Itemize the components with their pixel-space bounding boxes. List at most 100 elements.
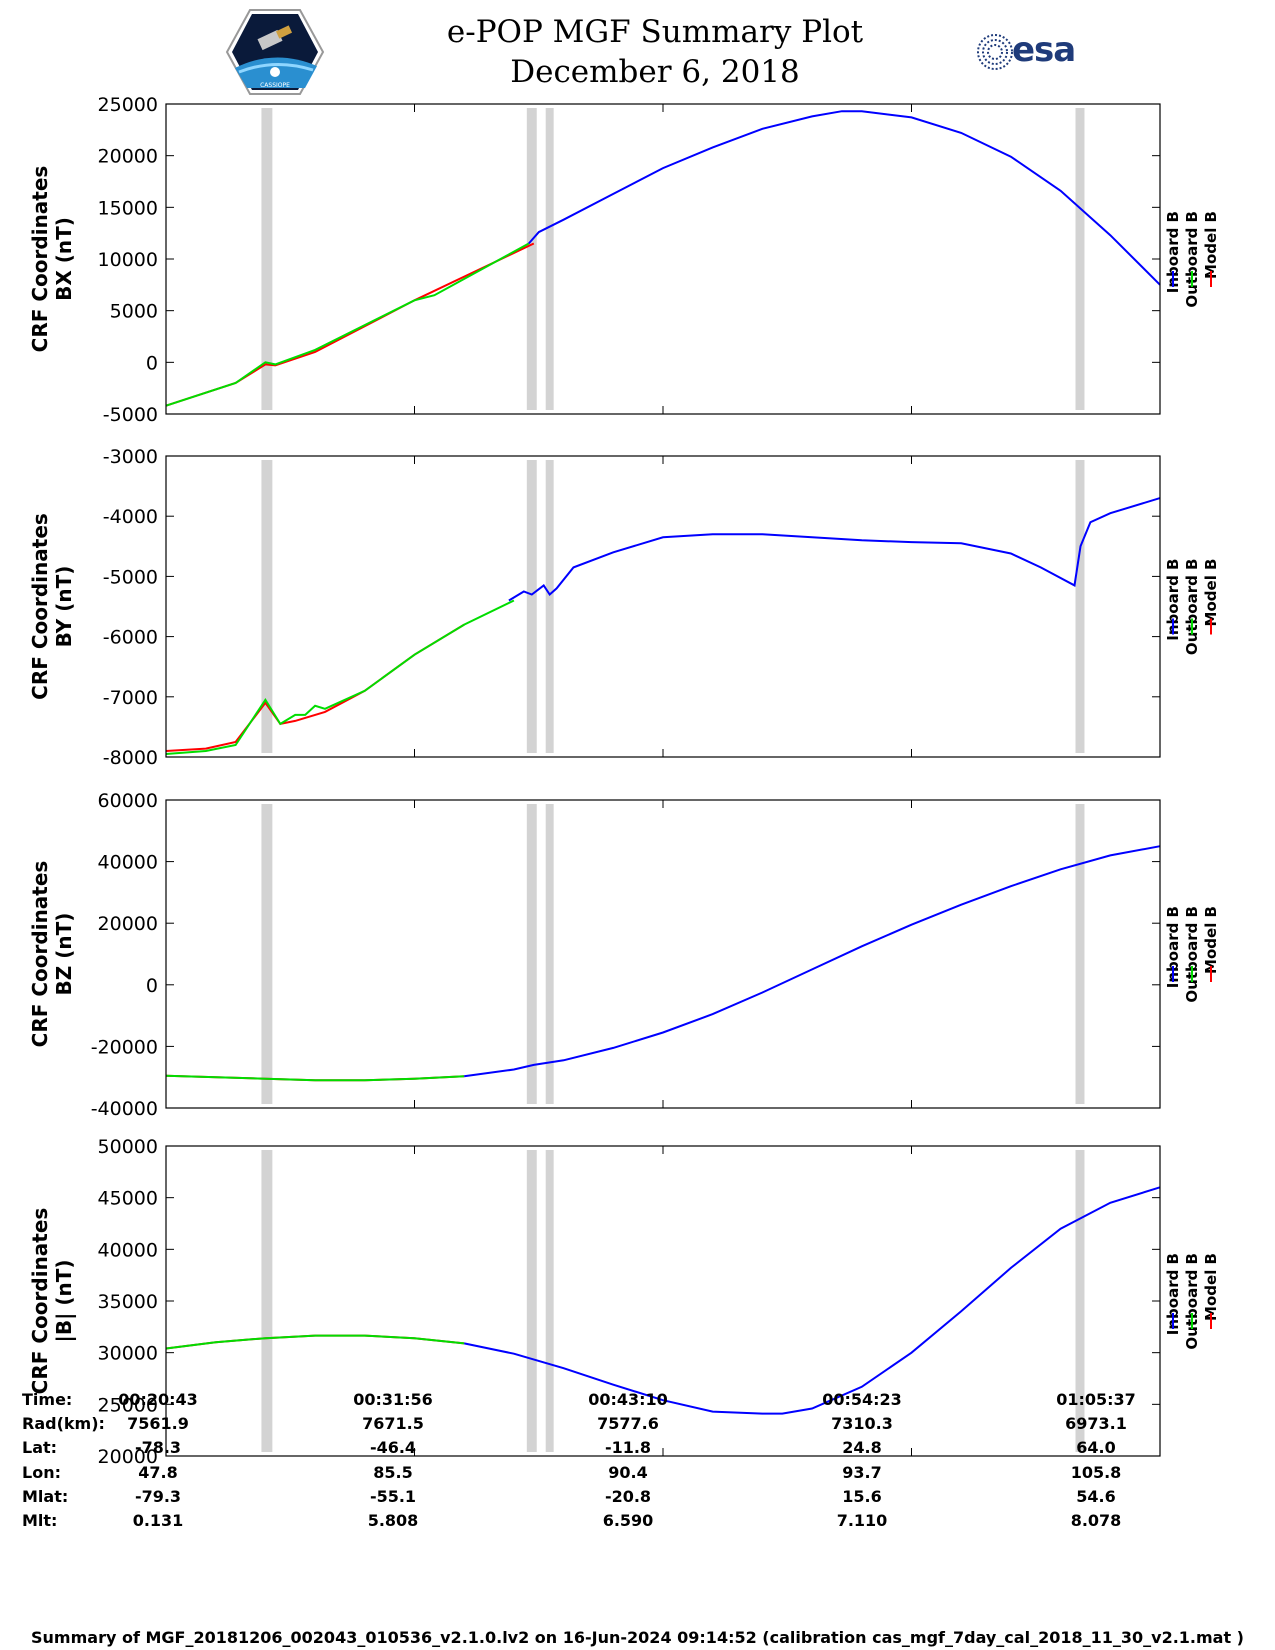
data-gap-band bbox=[545, 460, 554, 753]
info-lon: 47.8 bbox=[138, 1463, 178, 1482]
y-tick-label: 10000 bbox=[98, 249, 158, 271]
info-mlat: 15.6 bbox=[842, 1487, 882, 1506]
series-line-inboard-b bbox=[528, 110, 1161, 286]
y-axis-label: CRF Coordinates bbox=[28, 1208, 52, 1395]
y-tick-label: 0 bbox=[146, 352, 158, 374]
info-rad: 6973.1 bbox=[1065, 1414, 1127, 1433]
info-time: 01:05:37 bbox=[1056, 1390, 1136, 1409]
plot-date: December 6, 2018 bbox=[510, 54, 800, 90]
info-lat: 64.0 bbox=[1076, 1438, 1116, 1457]
series-line-model-b bbox=[165, 242, 535, 407]
plot-frame bbox=[165, 1145, 1161, 1457]
y-tick-label: -6000 bbox=[103, 627, 158, 649]
y-tick-label: 25000 bbox=[98, 94, 158, 116]
info-time: 00:31:56 bbox=[353, 1390, 433, 1409]
y-axis-label: BY (nT) bbox=[52, 566, 76, 648]
y-tick-label: -3000 bbox=[103, 446, 158, 468]
info-time: 00:20:43 bbox=[118, 1390, 198, 1409]
y-tick-label: -5000 bbox=[103, 404, 158, 426]
info-lon: 85.5 bbox=[373, 1463, 413, 1482]
legend-label-outboard: Outboard B bbox=[1183, 211, 1201, 308]
data-gap-band bbox=[261, 460, 273, 753]
y-axis-label: CRF Coordinates bbox=[28, 513, 52, 700]
legend-label-model: Model B bbox=[1202, 1253, 1220, 1321]
info-label-lon: Lon: bbox=[22, 1463, 61, 1482]
info-rad: 7671.5 bbox=[362, 1414, 424, 1433]
y-tick-label: -8000 bbox=[103, 747, 158, 769]
legend-label-outboard: Outboard B bbox=[1183, 1253, 1201, 1350]
data-gap-band bbox=[1075, 108, 1085, 410]
data-gap-band bbox=[1075, 460, 1085, 753]
data-gap-band bbox=[545, 804, 554, 1104]
data-gap-band bbox=[526, 108, 537, 410]
info-mlt: 8.078 bbox=[1070, 1511, 1122, 1530]
info-lat: -46.4 bbox=[369, 1438, 417, 1457]
y-tick-label: 45000 bbox=[98, 1188, 158, 1210]
data-gap-band bbox=[526, 1150, 537, 1452]
y-tick-label: 0 bbox=[146, 975, 158, 997]
y-tick-label: 5000 bbox=[110, 301, 158, 323]
data-gap-band bbox=[545, 108, 554, 410]
y-tick-label: 60000 bbox=[98, 790, 158, 812]
y-tick-label: -20000 bbox=[91, 1036, 158, 1058]
series-line-outboard-b bbox=[165, 1334, 465, 1350]
y-tick-label: 40000 bbox=[98, 1239, 158, 1261]
chart-panel-3: 60000 40000 20000 0 -20000 -40000 CRF Coordina… bbox=[28, 790, 1220, 1120]
info-lon: 90.4 bbox=[608, 1463, 648, 1482]
legend-label-model: Model B bbox=[1202, 559, 1220, 627]
legend-label-inboard: Inboard B bbox=[1164, 1253, 1182, 1335]
data-gap-band bbox=[1075, 1150, 1085, 1452]
y-tick-label: 35000 bbox=[98, 1291, 158, 1313]
info-label-mlat: Mlat: bbox=[22, 1487, 69, 1506]
y-axis-label: CRF Coordinates bbox=[28, 861, 52, 1048]
y-tick-label: -4000 bbox=[103, 506, 158, 528]
series-line-inboard-b bbox=[463, 1186, 1161, 1415]
y-tick-label: 20000 bbox=[98, 1446, 158, 1468]
legend-label-outboard: Outboard B bbox=[1183, 906, 1201, 1003]
data-gap-band bbox=[526, 804, 537, 1104]
info-rad: 7561.9 bbox=[127, 1414, 189, 1433]
info-lon: 93.7 bbox=[842, 1463, 882, 1482]
info-mlt: 6.590 bbox=[602, 1511, 654, 1530]
y-axis-label: BX (nT) bbox=[52, 217, 76, 301]
y-tick-label: -5000 bbox=[103, 566, 158, 588]
y-tick-label: 20000 bbox=[98, 146, 158, 168]
info-mlat: -20.8 bbox=[604, 1487, 652, 1506]
info-lat: -11.8 bbox=[604, 1438, 652, 1457]
info-mlat: -79.3 bbox=[134, 1487, 182, 1506]
info-mlt: 5.808 bbox=[367, 1511, 419, 1530]
info-label-mlt: Mlt: bbox=[22, 1511, 58, 1530]
info-label-lat: Lat: bbox=[22, 1438, 58, 1457]
legend-label-model: Model B bbox=[1202, 906, 1220, 974]
data-gap-band bbox=[526, 460, 537, 753]
data-gap-band bbox=[545, 1150, 554, 1452]
satellite-logo-icon: CASSIOPE bbox=[225, 9, 325, 95]
esa-logo-icon bbox=[977, 34, 1013, 70]
footer-summary: Summary of MGF_20181206_002043_010536_v2… bbox=[31, 1628, 1244, 1647]
plot-title: e-POP MGF Summary Plot bbox=[446, 14, 864, 50]
chart-panel-4: 50000 45000 40000 35000 30000 25000 20000 CRF C… bbox=[28, 1136, 1220, 1468]
data-gap-band bbox=[261, 108, 273, 410]
info-mlat: 54.6 bbox=[1076, 1487, 1116, 1506]
info-mlt: 0.131 bbox=[132, 1511, 184, 1530]
info-label-time: Time: bbox=[22, 1390, 73, 1409]
series-line-inboard-b bbox=[464, 845, 1161, 1078]
info-rad: 7577.6 bbox=[597, 1414, 659, 1433]
y-tick-label: 15000 bbox=[98, 197, 158, 219]
esa-logo-text: esa bbox=[1012, 30, 1076, 70]
legend-label-model: Model B bbox=[1202, 211, 1220, 279]
plot-frame bbox=[165, 455, 1161, 758]
data-gap-band bbox=[261, 804, 273, 1104]
series-line-outboard-b bbox=[165, 599, 515, 755]
series-line-outboard-b bbox=[165, 242, 530, 407]
y-tick-label: 25000 bbox=[98, 1394, 158, 1416]
y-tick-label: 40000 bbox=[98, 852, 158, 874]
data-gap-band bbox=[1075, 804, 1085, 1104]
info-mlt: 7.110 bbox=[836, 1511, 888, 1530]
logo-left-text: CASSIOPE bbox=[260, 82, 290, 89]
info-lon: 105.8 bbox=[1070, 1463, 1122, 1482]
series-line-inboard-b bbox=[508, 497, 1161, 602]
chart-panel-2: -3000 -4000 -5000 -6000 -7000 -8000 CRF Coordi… bbox=[28, 446, 1220, 769]
info-time: 00:43:10 bbox=[588, 1390, 668, 1409]
